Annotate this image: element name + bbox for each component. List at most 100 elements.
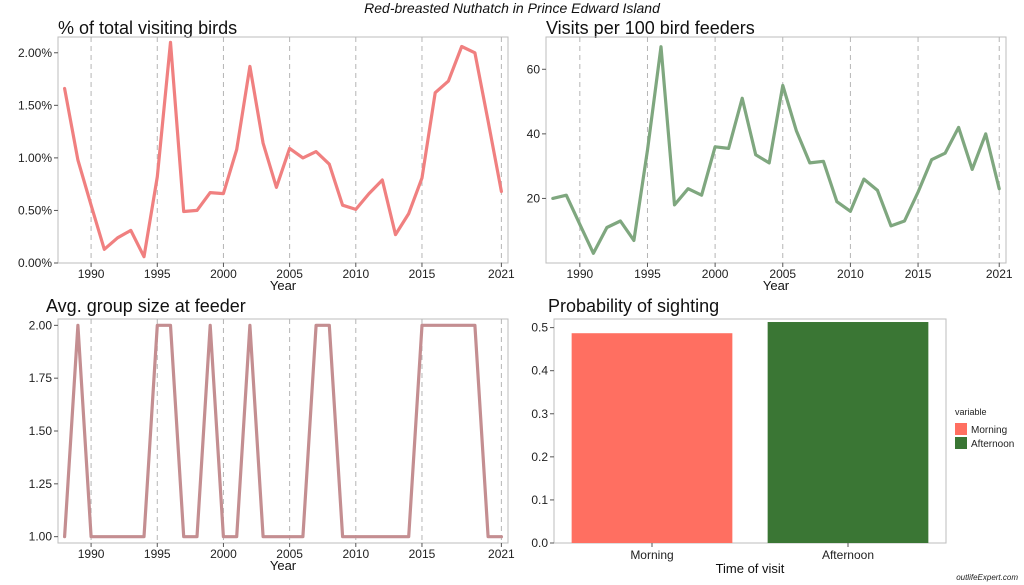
data-point (235, 535, 238, 538)
data-point (261, 535, 265, 538)
legend-label: Afternoon (971, 439, 1014, 450)
data-point (63, 87, 66, 90)
watermark: outlifeExpert.com (956, 573, 1018, 582)
data-point (156, 324, 159, 327)
data-point (288, 535, 291, 538)
data-point (76, 158, 80, 162)
data-point (565, 194, 568, 197)
data-point (328, 324, 331, 327)
x-tick-label: 2000 (210, 547, 237, 561)
data-point (354, 208, 357, 211)
data-point (700, 194, 703, 197)
x-tick-label: 2021 (986, 267, 1013, 281)
data-point (116, 236, 119, 239)
data-point (970, 168, 974, 171)
data-point (646, 148, 649, 152)
data-point (876, 189, 879, 192)
data-point (551, 197, 554, 200)
legend: variable Morning Afternoon (955, 407, 1014, 450)
panel-title: Probability of sighting (548, 296, 719, 316)
panel-frame (553, 318, 947, 544)
data-point (381, 178, 384, 182)
panel-frame (57, 318, 509, 544)
data-point (142, 535, 146, 538)
panel-3: Avg. group size at feeder 1.00 1.25 1.50 1.7… (29, 296, 515, 573)
data-point (182, 535, 185, 538)
x-axis-label: Year (270, 278, 297, 293)
data-point (500, 190, 503, 193)
data-point (578, 223, 582, 226)
data-point (288, 147, 291, 150)
x-axis-label: Time of visit (716, 561, 785, 576)
y-tick-label: 1.25 (29, 477, 53, 491)
data-point (314, 150, 318, 153)
data-point (248, 324, 252, 327)
data-point (808, 161, 812, 165)
data-point (727, 147, 730, 150)
data-point (89, 535, 93, 538)
x-tick-label: 2010 (342, 267, 369, 281)
data-point (434, 91, 437, 94)
panel-title: Avg. group size at feeder (46, 296, 246, 316)
data-point (328, 162, 331, 166)
legend-swatch (955, 437, 967, 449)
data-point (209, 324, 212, 327)
data-point (500, 535, 503, 538)
data-point (209, 191, 212, 194)
data-point (354, 535, 357, 538)
data-point (301, 156, 305, 160)
x-tick-label: 2000 (702, 267, 729, 281)
data-point (486, 119, 490, 123)
data-point (341, 203, 344, 207)
data-point (632, 239, 636, 242)
y-tick-label: 1.00 (29, 530, 53, 544)
x-tick-label: Morning (630, 548, 673, 562)
bar-morning (571, 333, 733, 543)
bar-afternoon (767, 322, 929, 543)
data-point (984, 132, 987, 136)
y-tick-label: 0.2 (531, 450, 548, 464)
y-tick-label: 2.00 (29, 318, 53, 332)
y-tick-label: 0.5 (531, 321, 548, 335)
data-point (998, 187, 1001, 190)
data-point (781, 84, 784, 87)
data-point (103, 248, 106, 251)
data-point (754, 153, 757, 157)
panel-frame (57, 36, 509, 264)
series-line (62, 323, 503, 539)
data-point (63, 535, 66, 538)
data-point (129, 229, 132, 232)
x-tick-label: 2015 (905, 267, 932, 281)
series-line (551, 45, 1001, 255)
data-point (341, 535, 344, 538)
data-point (619, 219, 622, 223)
data-point (862, 177, 866, 181)
y-tick-label: 60 (527, 62, 541, 76)
data-point (434, 324, 437, 327)
data-point (169, 324, 172, 327)
data-point (447, 324, 450, 327)
data-point (686, 187, 690, 190)
data-point (222, 535, 225, 538)
data-point (768, 161, 771, 165)
data-point (957, 126, 960, 129)
y-tick-label: 1.50 (29, 424, 53, 438)
legend-label: Morning (971, 425, 1007, 436)
y-tick-label: 0.4 (531, 364, 548, 378)
data-point (460, 324, 463, 327)
series-line (62, 40, 503, 259)
data-point (740, 97, 744, 100)
data-point (943, 152, 947, 155)
y-tick-label: 1.75 (29, 371, 53, 385)
data-point (822, 160, 825, 163)
y-tick-label: 0.0 (531, 536, 548, 550)
y-tick-label: 0.50% (18, 203, 52, 217)
x-tick-label: 1990 (78, 267, 105, 281)
data-point (182, 210, 185, 213)
data-point (103, 535, 106, 538)
x-tick-label: 2015 (409, 547, 436, 561)
legend-swatch (955, 423, 967, 435)
x-tick-label: 2021 (488, 267, 515, 281)
data-point (195, 209, 199, 212)
